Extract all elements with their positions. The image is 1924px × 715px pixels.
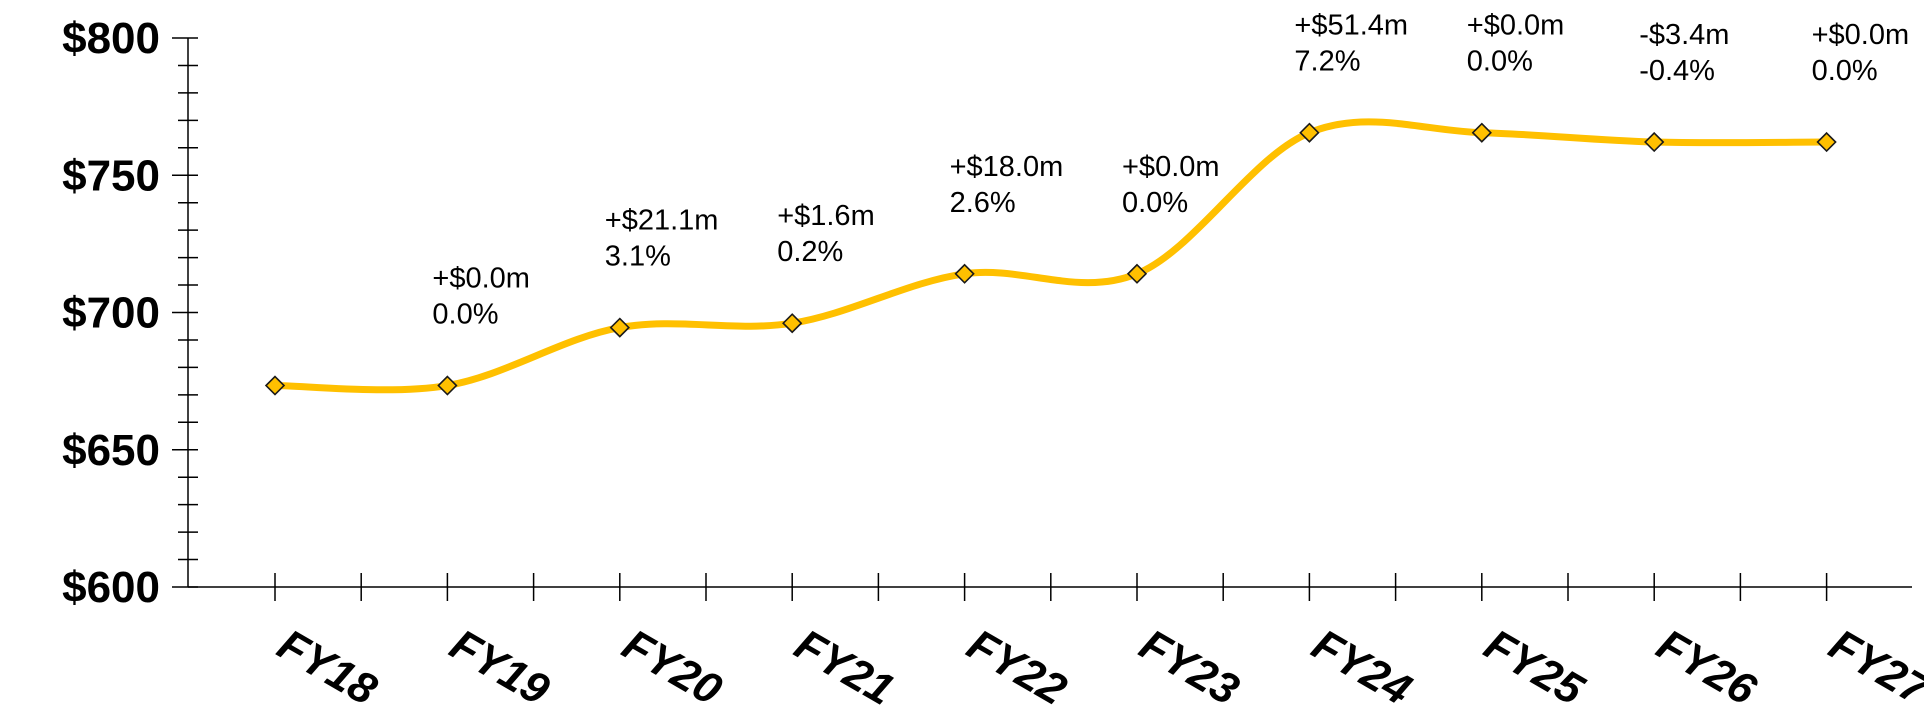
data-label-change: +$18.0m xyxy=(950,151,1064,183)
data-point-fy22 xyxy=(954,263,975,284)
data-point-fy27 xyxy=(1816,131,1837,153)
x-tick-label: FY20 xyxy=(614,620,730,715)
data-label-pct: 0.0% xyxy=(1467,46,1533,78)
data-label-change: +$0.0m xyxy=(1812,19,1910,51)
x-tick-label: FY26 xyxy=(1649,620,1765,715)
data-label-pct: 0.0% xyxy=(432,299,498,331)
data-label-change: +$1.6m xyxy=(777,200,875,232)
x-tick-label: FY24 xyxy=(1304,620,1420,715)
axes: $600 $650 $700 $750 $800 xyxy=(62,14,1912,612)
data-label-pct: 0.2% xyxy=(777,236,843,268)
data-label-pct: 3.1% xyxy=(605,241,671,273)
data-label-change: +$0.0m xyxy=(1467,10,1565,42)
y-tick-label: $600 xyxy=(62,563,160,612)
data-label-pct: -0.4% xyxy=(1639,55,1715,87)
x-tick-label: FY27 xyxy=(1821,620,1924,715)
y-tick-label: $800 xyxy=(62,14,160,63)
series xyxy=(264,118,1837,396)
data-point-fy24 xyxy=(1299,122,1320,143)
data-point-fy19 xyxy=(437,375,458,396)
data-point-fy23 xyxy=(1126,263,1148,284)
data-point-fy20 xyxy=(609,317,630,338)
data-label-pct: 7.2% xyxy=(1294,46,1360,78)
data-label-pct: 2.6% xyxy=(950,187,1016,219)
x-tick-label: FY18 xyxy=(269,620,385,715)
data-label-change: +$51.4m xyxy=(1294,10,1408,42)
data-point-fy25 xyxy=(1471,122,1492,143)
series-line xyxy=(271,118,1831,394)
x-tick-label: FY19 xyxy=(442,620,558,715)
x-tick-label: FY21 xyxy=(787,620,903,715)
data-label-pct: 0.0% xyxy=(1812,55,1878,87)
data-point-fy18 xyxy=(264,375,286,396)
y-tick-label: $700 xyxy=(62,289,160,338)
data-point-fy21 xyxy=(782,313,803,334)
data-label-change: +$0.0m xyxy=(1122,151,1220,183)
data-label-change: -$3.4m xyxy=(1639,19,1729,51)
data-label-pct: 0.0% xyxy=(1122,187,1188,219)
y-tick-label: $650 xyxy=(62,426,160,475)
data-label-change: +$21.1m xyxy=(605,205,719,237)
x-tick-label: FY22 xyxy=(959,620,1075,715)
data-point-fy26 xyxy=(1644,131,1665,153)
x-tick-label: FY25 xyxy=(1476,620,1592,715)
y-tick-label: $750 xyxy=(62,151,160,200)
data-label-change: +$0.0m xyxy=(432,263,530,295)
x-tick-label: FY23 xyxy=(1131,620,1247,715)
